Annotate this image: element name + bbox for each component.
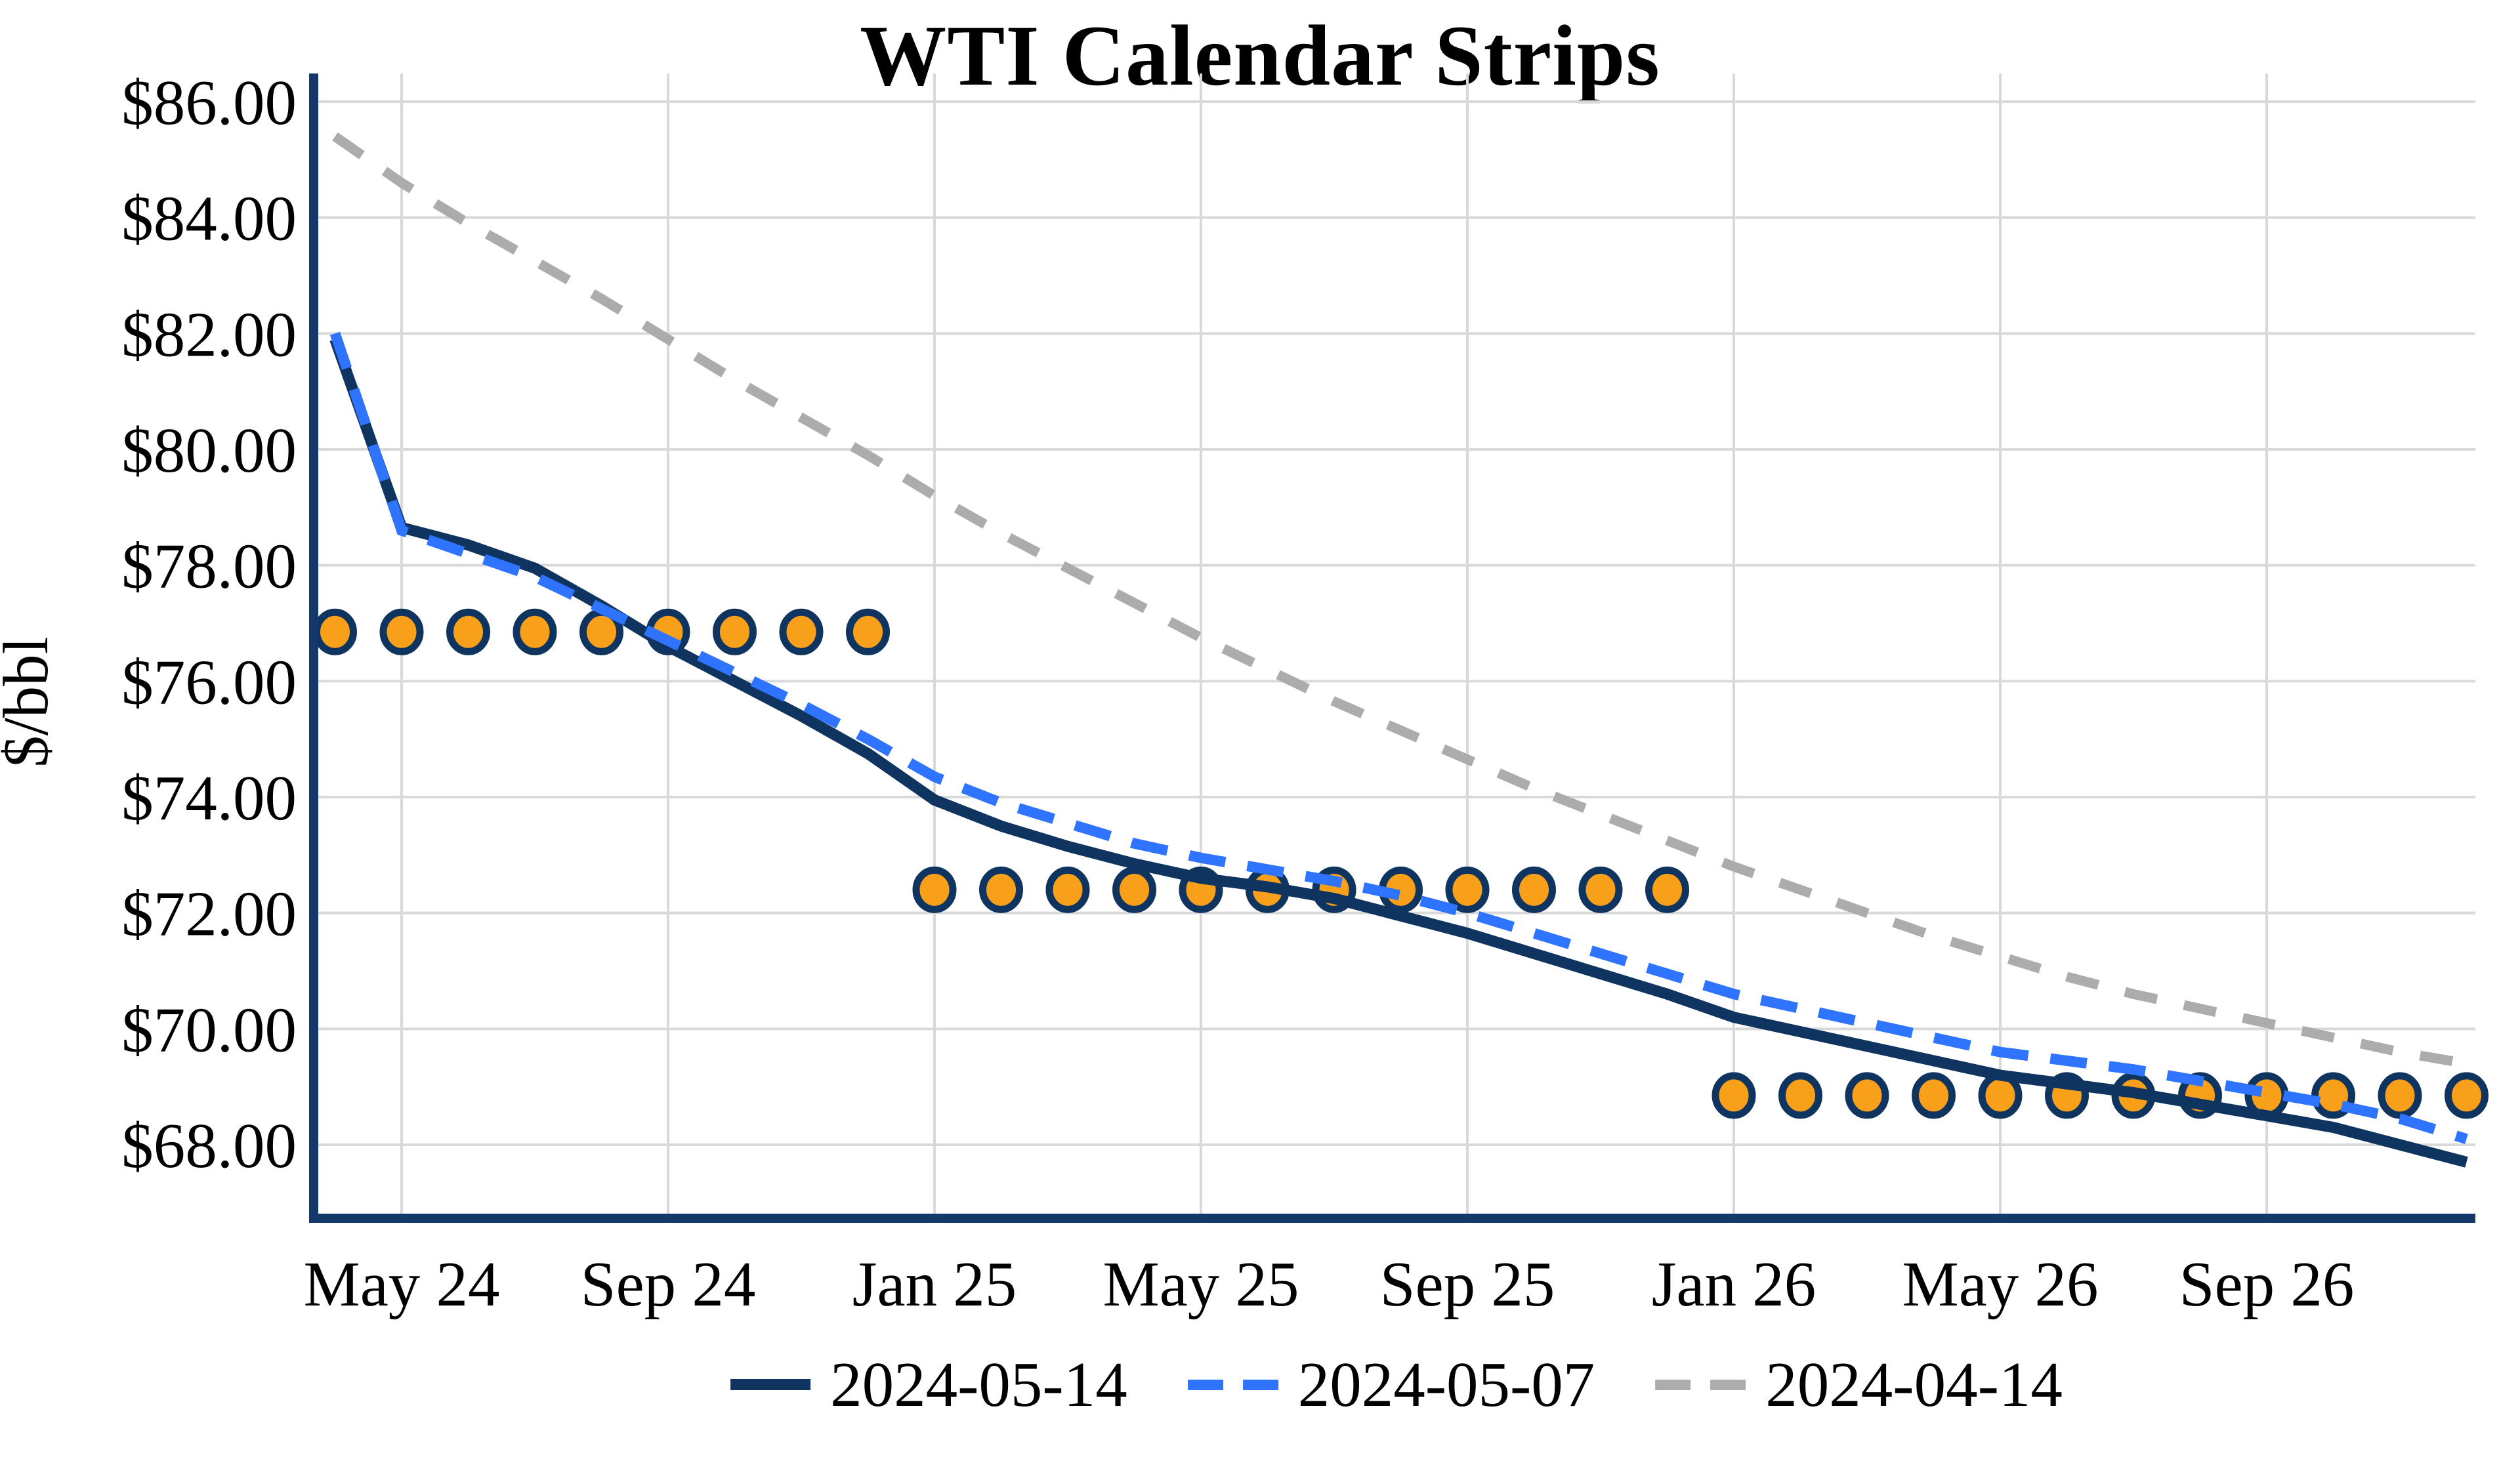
strip-marker [1445, 866, 1490, 913]
legend-label: 2024-05-07 [1297, 1349, 1595, 1420]
swatch-segment [1242, 1379, 1278, 1390]
strip-marker [1045, 866, 1090, 913]
y-tick-label: $76.00 [121, 647, 297, 717]
strip-marker [513, 608, 557, 655]
y-tick-label: $72.00 [121, 879, 297, 949]
legend-item-2024-04-14: 2024-04-14 [1655, 1353, 2063, 1416]
strip-marker [779, 608, 824, 655]
x-tick-label: Sep 26 [2179, 1249, 2355, 1319]
dashed-line-swatch [1655, 1379, 1746, 1390]
y-tick-label: $78.00 [121, 531, 297, 602]
y-tick-label: $84.00 [121, 184, 297, 254]
x-tick-label: Sep 25 [1380, 1249, 1555, 1319]
legend: 2024-05-14 2024-05-07 2024-04-14 [730, 1353, 2063, 1416]
legend-label: 2024-05-14 [830, 1349, 1127, 1420]
strip-marker [979, 866, 1023, 913]
chart-title: WTI Calendar Strips [860, 7, 1660, 104]
strip-marker [2378, 1072, 2422, 1119]
strip-marker [1112, 866, 1156, 913]
x-tick-label: Sep 24 [581, 1249, 756, 1319]
swatch-segment [1655, 1379, 1691, 1390]
x-tick-label: May 26 [1902, 1249, 2098, 1319]
strip-marker [1578, 866, 1623, 913]
swatch-segment [1710, 1379, 1746, 1390]
y-tick-label: $82.00 [121, 299, 297, 369]
y-tick-label: $80.00 [121, 415, 297, 485]
strip-marker [1845, 1072, 1889, 1119]
y-axis-title: $/bbl [0, 636, 61, 767]
strip-marker [1912, 1072, 1956, 1119]
strip-marker [713, 608, 757, 655]
dashed-line-swatch [1187, 1379, 1278, 1390]
strip-marker [379, 608, 424, 655]
y-tick-label: $86.00 [121, 68, 297, 138]
x-tick-label: Jan 25 [852, 1249, 1017, 1319]
y-tick-label: $70.00 [121, 995, 297, 1065]
x-tick-label: May 25 [1102, 1249, 1299, 1319]
strip-marker [313, 608, 357, 655]
y-tick-label: $74.00 [121, 763, 297, 833]
series-line-2024-05-07 [329, 331, 2468, 1144]
series-line-2024-05-14 [329, 337, 2468, 1168]
y-tick-label: $68.00 [121, 1111, 297, 1181]
strip-marker [2445, 1072, 2488, 1119]
strip-marker [1512, 866, 1556, 913]
legend-item-2024-05-07: 2024-05-07 [1187, 1349, 1595, 1420]
strip-marker [1712, 1072, 1756, 1119]
strip-marker [846, 608, 890, 655]
x-tick-label: Jan 26 [1652, 1249, 1816, 1319]
legend-item-2024-05-14: 2024-05-14 [730, 1353, 1127, 1416]
swatch-segment [1187, 1379, 1223, 1390]
strip-marker [1778, 1072, 1822, 1119]
swatch-segment [730, 1379, 811, 1390]
legend-label: 2024-04-14 [1765, 1349, 2063, 1420]
x-tick-label: May 24 [303, 1249, 499, 1319]
series-line-2024-04-14 [332, 132, 2468, 1069]
strip-marker [1645, 866, 1689, 913]
strip-marker [446, 608, 490, 655]
solid-line-swatch [730, 1379, 811, 1390]
strip-marker [912, 866, 957, 913]
